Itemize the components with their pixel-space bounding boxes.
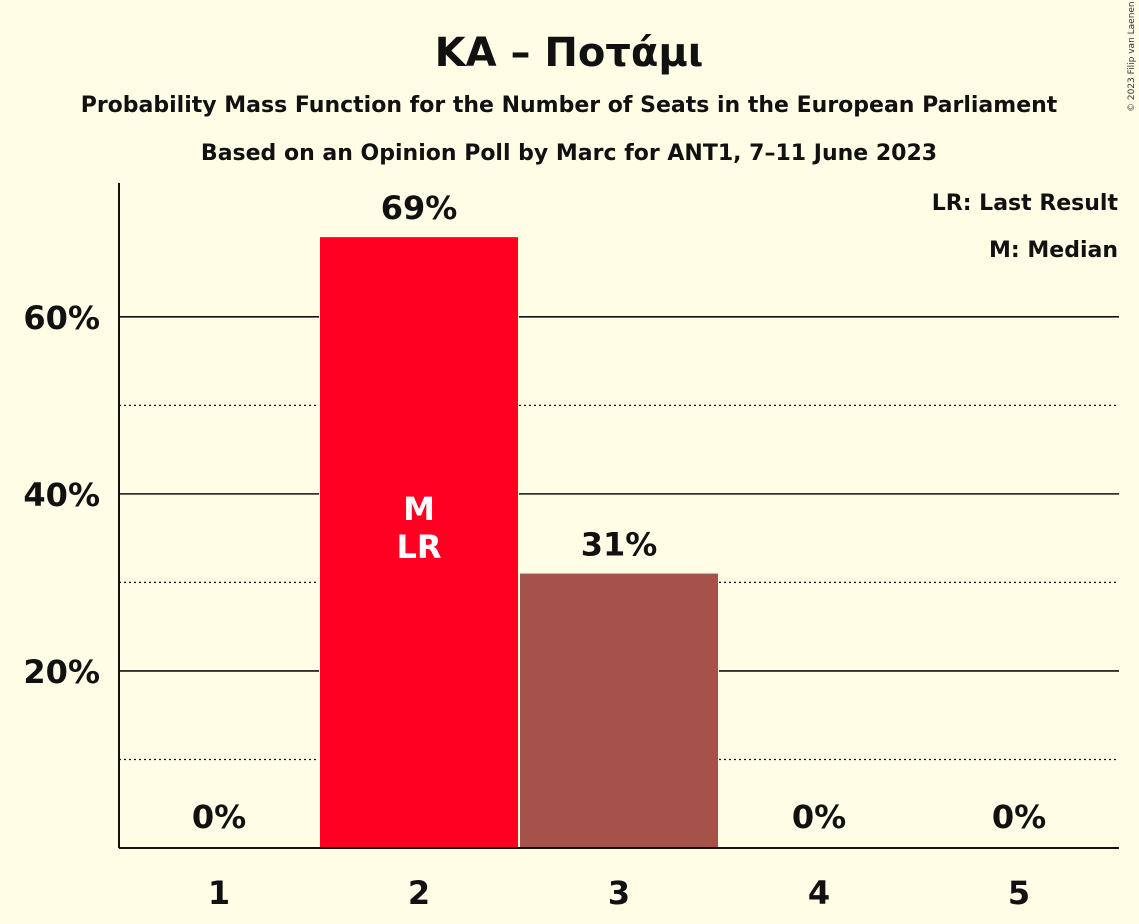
bar-3	[520, 573, 718, 848]
value-label-1: 0%	[192, 798, 246, 836]
y-tick-label-60: 60%	[23, 299, 100, 337]
chart-subtitle-source: Based on an Opinion Poll by Marc for ANT…	[201, 141, 937, 166]
value-label-3: 31%	[581, 526, 658, 564]
value-label-2: 69%	[381, 189, 458, 227]
value-label-4: 0%	[792, 798, 846, 836]
x-tick-label-4: 4	[808, 874, 830, 912]
copyright-note: © 2023 Filip van Laenen	[1127, 1, 1137, 112]
chart-subtitle: Probability Mass Function for the Number…	[81, 93, 1058, 118]
x-tick-label-5: 5	[1008, 874, 1030, 912]
label-layer: 0% 69% 31% 0% 0% MLR	[192, 189, 1046, 836]
x-tick-label-3: 3	[608, 874, 630, 912]
value-label-5: 0%	[992, 798, 1046, 836]
legend-median: M: Median	[989, 238, 1118, 263]
x-tick-label-2: 2	[408, 874, 430, 912]
bar-2	[320, 237, 518, 848]
chart-title: ΚΑ – Ποτάμι	[435, 30, 704, 76]
bar-layer	[319, 237, 719, 848]
x-tick-label-1: 1	[208, 874, 230, 912]
legend-last-result: LR: Last Result	[932, 191, 1119, 216]
in-bar-label-lr: LR	[396, 528, 441, 566]
y-tick-label-20: 20%	[23, 653, 100, 691]
y-tick-label-40: 40%	[23, 476, 100, 514]
axis-layer: 20% 40% 60% 1 2 3 4 5	[23, 183, 1119, 912]
in-bar-label-m: M	[403, 490, 435, 528]
